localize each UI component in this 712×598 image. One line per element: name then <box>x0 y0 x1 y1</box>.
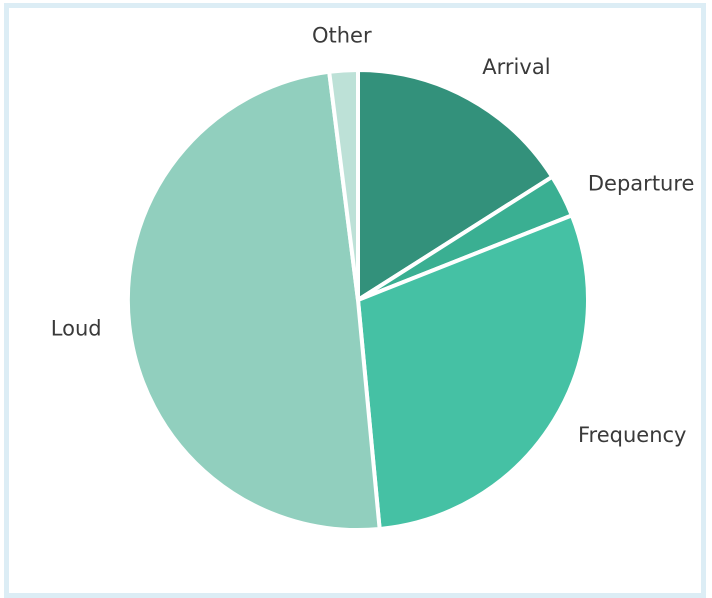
pie-label-loud: Loud <box>51 317 102 341</box>
pie-label-arrival: Arrival <box>482 55 550 79</box>
pie-slices <box>125 67 590 532</box>
pie-slice-other <box>327 67 360 302</box>
pie-slice-arrival <box>356 68 555 302</box>
pie-labels: Arrival Departure Frequency Loud Other <box>51 24 695 448</box>
pie-label-frequency: Frequency <box>578 423 687 447</box>
pie-slice-loud <box>125 69 382 532</box>
pie-slice-frequency <box>356 213 590 531</box>
pie-label-other: Other <box>312 24 372 48</box>
pie-label-departure: Departure <box>588 171 695 195</box>
